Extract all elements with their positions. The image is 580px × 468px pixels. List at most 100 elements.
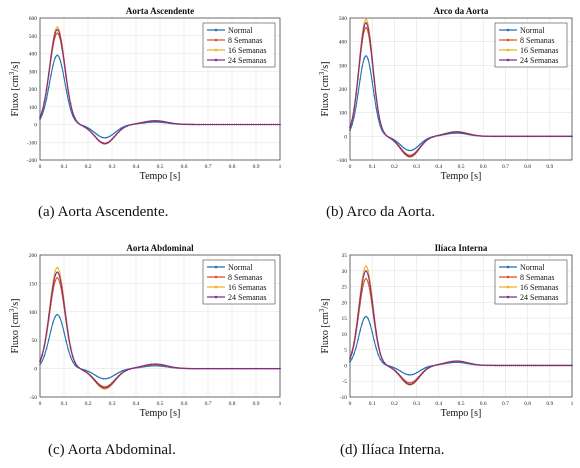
series-point — [365, 270, 367, 272]
series-point — [211, 367, 214, 370]
series-point — [377, 353, 379, 356]
x-axis-label: Tempo [s] — [140, 171, 181, 182]
series-point — [403, 372, 406, 375]
series-point — [516, 135, 519, 138]
series-point — [413, 381, 416, 383]
series-point — [141, 365, 144, 367]
series-point — [474, 363, 476, 366]
legend-marker — [506, 295, 510, 299]
series-point — [567, 364, 569, 367]
series-point — [401, 150, 404, 152]
series-point — [126, 369, 129, 371]
series-point — [421, 141, 424, 143]
series-point — [432, 136, 434, 138]
series-point — [104, 378, 107, 380]
series-point — [124, 370, 126, 372]
series-point — [403, 152, 406, 155]
series-point — [462, 131, 464, 134]
series-point — [152, 363, 155, 365]
legend-marker — [214, 285, 218, 289]
series-point — [106, 142, 109, 144]
series-point — [109, 135, 111, 138]
series-point — [407, 383, 410, 385]
series-point — [411, 381, 414, 383]
legend-marker — [214, 58, 218, 62]
series-point — [213, 367, 216, 370]
series-point — [209, 123, 211, 126]
series-point — [421, 372, 424, 374]
legend-label: Normal — [228, 263, 253, 272]
x-tick-label: 0.3 — [109, 401, 116, 407]
series-point — [403, 147, 406, 150]
series-point — [371, 80, 373, 83]
series-point — [205, 123, 207, 126]
series-point — [555, 364, 557, 367]
series-point — [222, 123, 225, 126]
series-point — [146, 120, 148, 123]
series-point — [361, 283, 363, 285]
series-point — [379, 358, 382, 360]
series-point — [185, 367, 187, 370]
series-point — [54, 274, 57, 277]
series-point — [54, 32, 57, 34]
series-point — [102, 377, 105, 380]
series-point — [113, 132, 115, 134]
x-tick-label: 0.5 — [458, 164, 465, 170]
series-point — [365, 265, 367, 267]
series-point — [261, 367, 264, 370]
legend-label: 16 Semanas — [520, 283, 558, 292]
series-point — [470, 133, 472, 136]
series-point — [170, 122, 172, 124]
series-point — [202, 123, 205, 126]
series-point — [248, 123, 251, 126]
series-point — [436, 135, 438, 137]
y-tick-label: 300 — [29, 69, 38, 75]
series-point — [381, 358, 384, 360]
chart-title: Aorta Ascendente — [126, 6, 194, 16]
series-point — [482, 364, 484, 366]
series-point — [534, 135, 537, 138]
series-point — [277, 367, 279, 370]
legend-marker — [506, 265, 510, 269]
series-point — [456, 360, 458, 362]
series-point — [468, 133, 470, 135]
series-point — [504, 364, 507, 367]
series-point — [423, 367, 426, 369]
series-point — [413, 373, 416, 375]
series-point — [104, 388, 107, 390]
series-point — [399, 370, 402, 372]
series-point — [63, 331, 65, 333]
series-point — [100, 141, 102, 144]
series-point — [226, 123, 229, 126]
series-point — [492, 135, 495, 138]
series-point — [98, 139, 100, 142]
series-point — [52, 284, 54, 287]
series-point — [361, 37, 363, 40]
x-tick-label: 0.8 — [229, 401, 236, 407]
series-point — [371, 58, 373, 60]
y-tick-label: 200 — [339, 87, 348, 93]
series-point — [159, 363, 161, 366]
series-point — [165, 121, 168, 123]
y-tick-label: 50 — [32, 338, 38, 344]
series-point — [187, 123, 190, 126]
series-point — [163, 364, 166, 366]
legend-label: 8 Semanas — [228, 36, 262, 45]
series-point — [45, 331, 48, 334]
series-point — [444, 133, 446, 135]
series-point — [246, 367, 249, 370]
series-point — [135, 122, 137, 125]
series-point — [411, 373, 414, 376]
series-point — [484, 364, 486, 367]
series-point — [409, 154, 412, 156]
series-point — [409, 149, 412, 152]
series-point — [357, 74, 359, 77]
series-point — [417, 148, 420, 151]
y-tick-label: 500 — [339, 16, 348, 22]
series-point — [202, 367, 205, 370]
series-point — [56, 32, 59, 34]
series-point — [425, 368, 428, 370]
series-point — [272, 367, 275, 370]
series-point — [54, 315, 57, 318]
